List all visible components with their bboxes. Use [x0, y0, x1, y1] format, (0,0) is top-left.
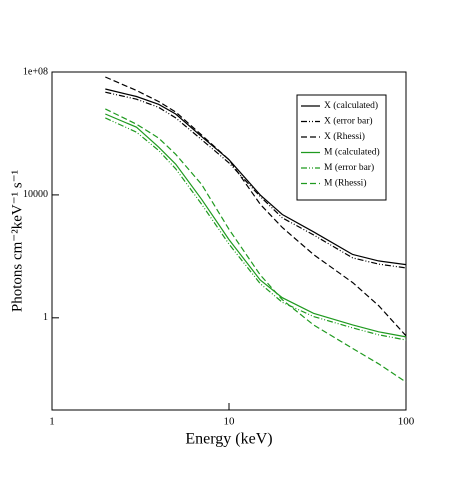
y-tick-label: 1 [43, 312, 48, 323]
x-tick-label: 1 [49, 416, 55, 428]
x-tick-label: 100 [398, 416, 415, 428]
x-axis-label: Energy (keV) [185, 431, 272, 448]
series-line [105, 88, 407, 266]
y-tick-label: 10000 [23, 189, 48, 200]
legend-label: M (error bar) [324, 162, 374, 173]
series-line [105, 117, 407, 341]
legend-label: X (Rhessi) [324, 131, 365, 142]
y-axis-label: Photons cm⁻²keV⁻¹ s⁻¹ [9, 170, 25, 312]
series-line [105, 76, 407, 337]
series-line [105, 113, 407, 338]
legend-label: M (Rhessi) [324, 178, 367, 189]
legend-label: M (calculated) [324, 147, 380, 158]
series-line [105, 91, 407, 269]
y-tick-label: 1e+08 [23, 66, 48, 77]
x-tick-label: 10 [224, 416, 236, 428]
series-line [105, 108, 407, 383]
legend-label: X (error bar) [324, 116, 373, 127]
legend-box [296, 94, 387, 201]
legend-label: X (calculated) [324, 100, 378, 111]
